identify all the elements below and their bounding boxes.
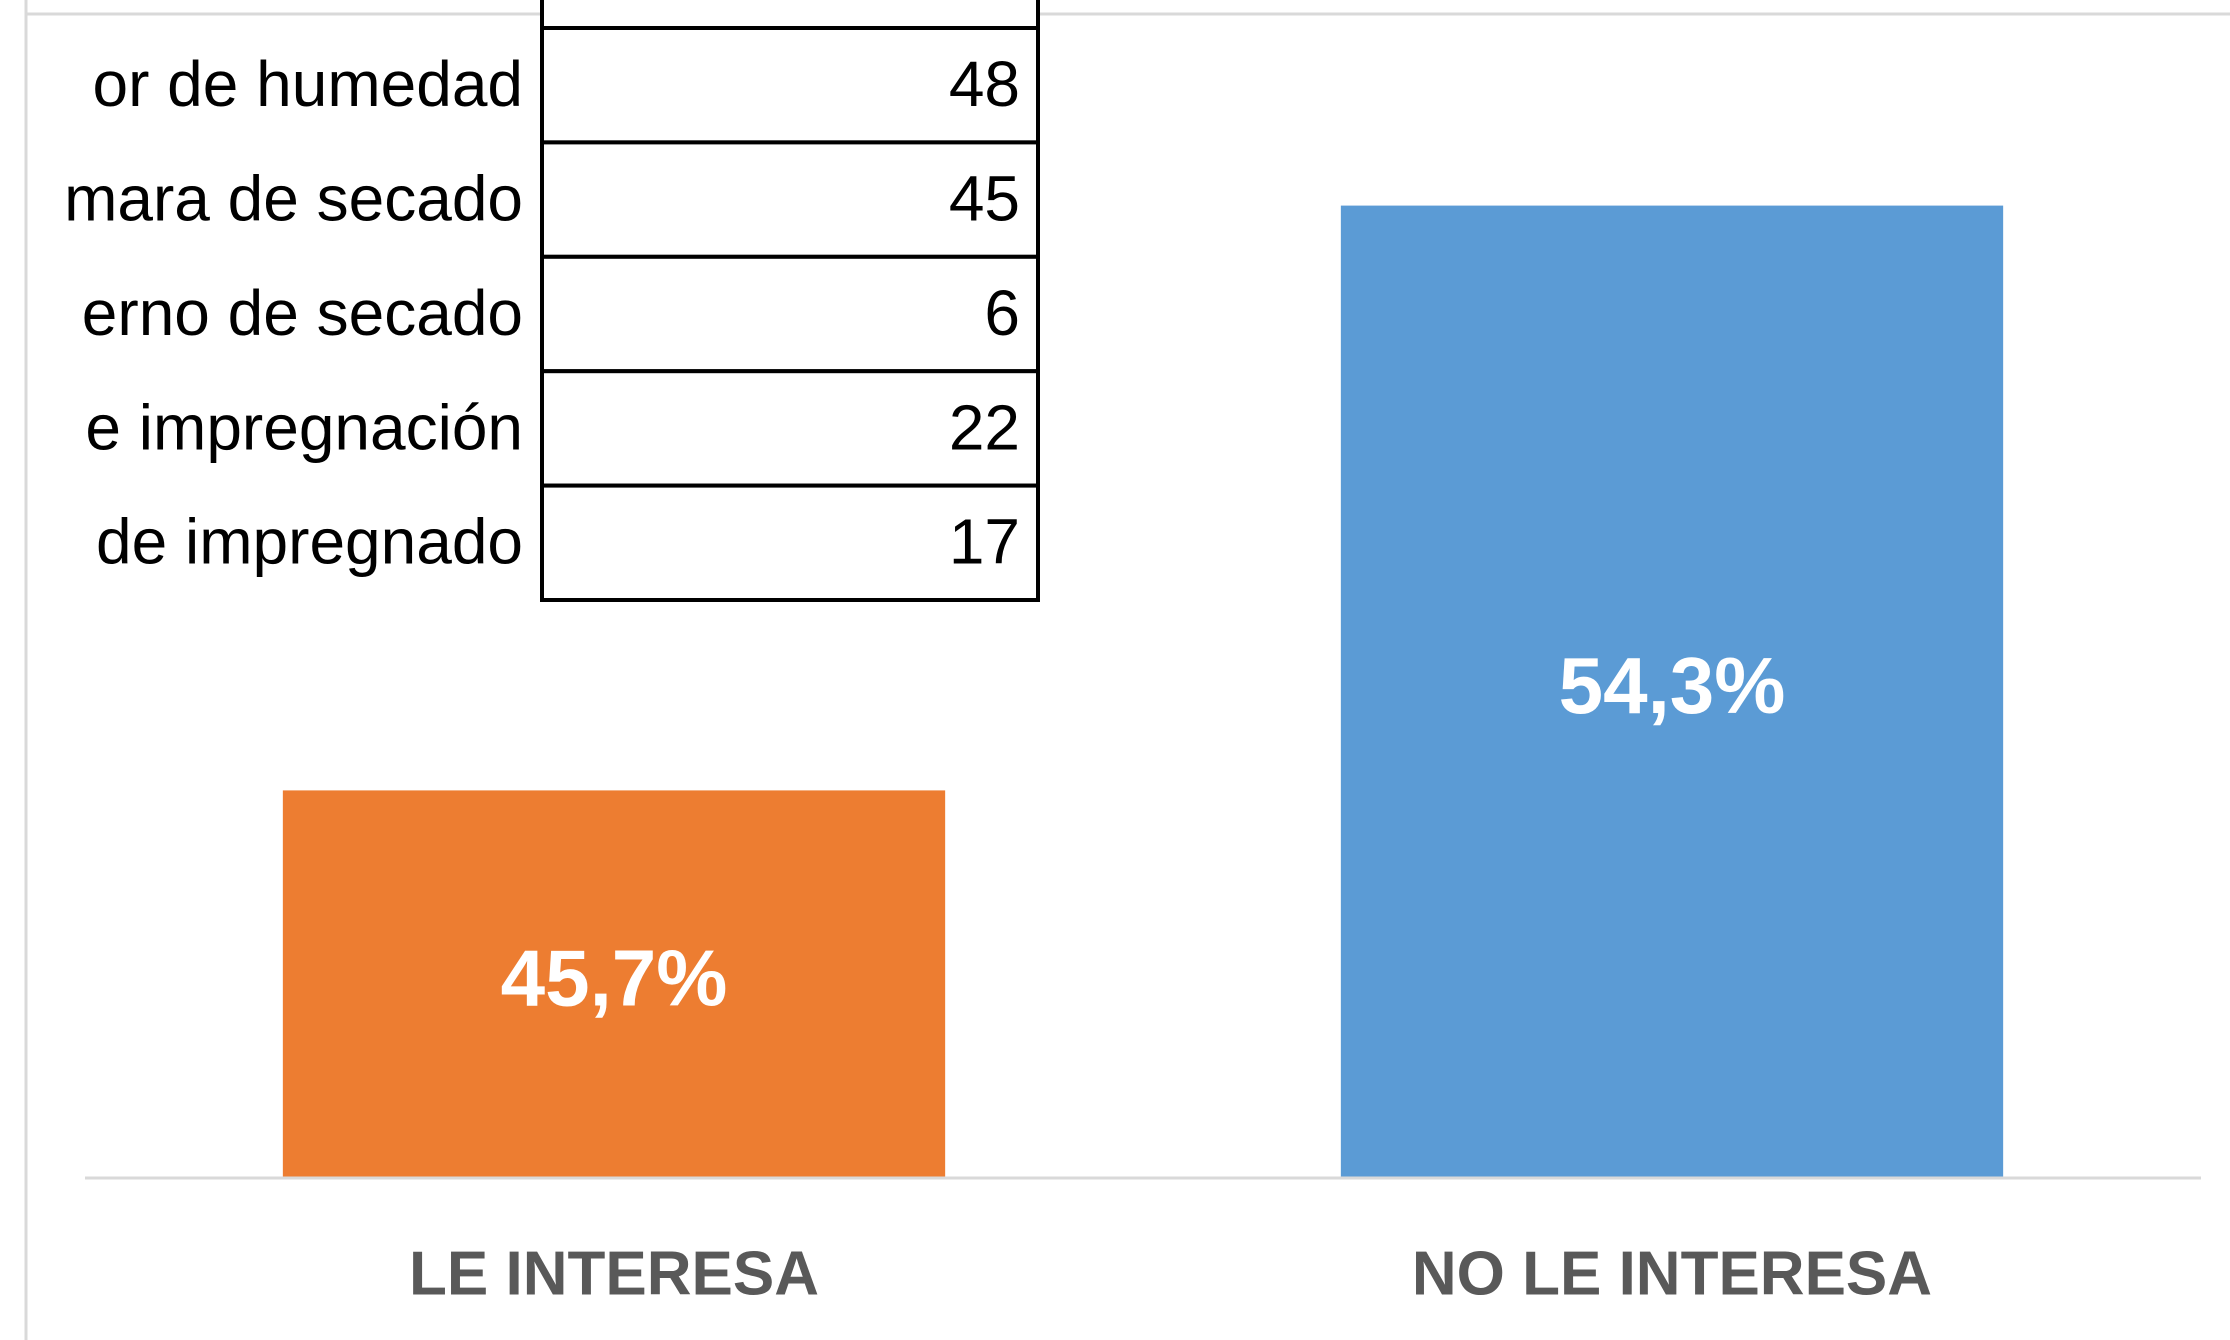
row-label: or de humedad: [92, 48, 523, 120]
data-label: 54,3%: [1559, 641, 1786, 730]
data-label: 45,7%: [501, 933, 728, 1022]
row-value: 17: [949, 506, 1020, 578]
x-tick-label: LE INTERESA: [409, 1239, 819, 1308]
row-value: 48: [949, 48, 1020, 120]
row-label: de impregnado: [96, 506, 523, 578]
bar: [1340, 205, 2004, 1179]
row-value: 22: [949, 391, 1020, 463]
x-tick-label: NO LE INTERESA: [1412, 1239, 1932, 1308]
row-label: e impregnación: [85, 391, 523, 463]
row-label: mara de secado: [64, 163, 523, 235]
table-cell: [540, 483, 1040, 603]
bar: [282, 790, 946, 1178]
row-value: 45: [949, 163, 1020, 235]
table-cell: [540, 254, 1040, 374]
table-cell: [540, 26, 1040, 145]
row-label: erno de secado: [82, 277, 523, 349]
table-cell: [540, 0, 1040, 30]
row-value: 6: [984, 277, 1020, 349]
